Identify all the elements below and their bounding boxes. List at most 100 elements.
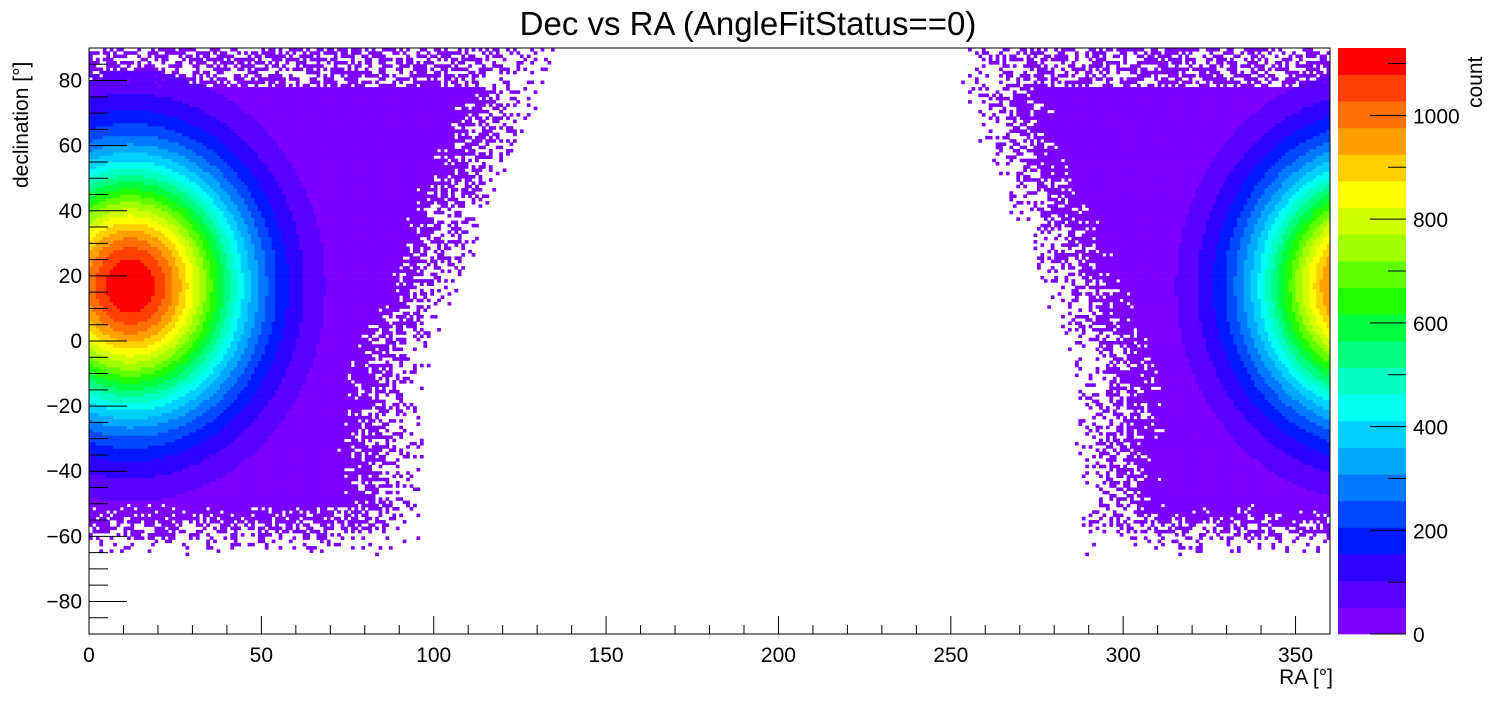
heatmap-cell — [92, 458, 97, 462]
heatmap-cell — [1171, 497, 1176, 501]
heatmap-cell — [1181, 451, 1186, 456]
heatmap-cell — [120, 458, 124, 462]
heatmap-cell — [1212, 507, 1217, 511]
heatmap-cell — [1140, 490, 1145, 495]
heatmap-cell — [195, 422, 200, 426]
heatmap-cell — [1150, 438, 1155, 443]
heatmap-cell — [1236, 494, 1241, 498]
heatmap-cell — [89, 477, 93, 482]
heatmap-cell — [1226, 458, 1231, 462]
heatmap-cell — [1264, 432, 1269, 436]
heatmap-cell — [1161, 441, 1165, 446]
heatmap-cell — [337, 533, 341, 537]
heatmap-cell — [89, 523, 93, 527]
heatmap-cell — [1195, 507, 1200, 511]
heatmap-cell — [106, 529, 110, 534]
heatmap-cell — [261, 419, 266, 423]
heatmap-cell — [175, 451, 179, 456]
heatmap-cell — [385, 503, 390, 508]
heatmap-cell — [1257, 500, 1262, 505]
heatmap-cell — [1323, 471, 1327, 475]
heatmap-cell — [1205, 500, 1210, 505]
heatmap-cell — [1192, 464, 1196, 469]
heatmap-cell — [1243, 523, 1248, 527]
heatmap-cell — [1199, 513, 1203, 518]
heatmap-cell — [330, 510, 335, 514]
heatmap-cell — [1167, 484, 1172, 488]
heatmap-cell — [230, 428, 235, 433]
heatmap-cell — [1288, 464, 1293, 469]
heatmap-cell — [185, 490, 190, 495]
heatmap-cell — [213, 520, 217, 524]
heatmap-cell — [1161, 425, 1165, 430]
heatmap-cell — [1233, 445, 1238, 449]
heatmap-cell — [316, 441, 321, 446]
heatmap-cell — [147, 464, 152, 469]
heatmap-cell — [133, 464, 138, 469]
heatmap-cell — [106, 467, 110, 472]
heatmap-cell — [388, 500, 393, 505]
heatmap-cell — [1195, 451, 1200, 456]
heatmap-cell — [271, 480, 276, 485]
heatmap-cell — [130, 520, 135, 524]
heatmap-cell — [233, 445, 238, 449]
heatmap-cell — [264, 464, 269, 469]
heatmap-cell — [202, 448, 207, 452]
heatmap-cell — [340, 432, 345, 436]
heatmap-cell — [1233, 500, 1238, 505]
heatmap-cell — [1230, 467, 1234, 472]
heatmap-cell — [1326, 467, 1331, 472]
heatmap-cell — [1323, 520, 1327, 524]
heatmap-cell — [216, 549, 221, 553]
heatmap-cell — [1143, 451, 1148, 456]
heatmap-cell — [113, 432, 117, 436]
heatmap-cell — [271, 454, 276, 459]
heatmap-cell — [1195, 513, 1200, 518]
heatmap-cell — [1298, 526, 1303, 531]
heatmap-cell — [1305, 432, 1310, 436]
heatmap-cell — [1223, 484, 1227, 488]
heatmap-cell — [1199, 441, 1203, 446]
heatmap-cell — [1319, 438, 1324, 443]
heatmap-cell — [99, 438, 104, 443]
heatmap-cell — [1085, 471, 1089, 475]
heatmap-cell — [106, 503, 110, 508]
heatmap-cell — [399, 451, 403, 456]
heatmap-cell — [275, 529, 279, 534]
heatmap-cell — [1312, 425, 1317, 430]
heatmap-cell — [1243, 533, 1248, 537]
heatmap-cell — [316, 438, 321, 443]
heatmap-cell — [157, 474, 162, 479]
heatmap-cell — [1267, 474, 1272, 479]
heatmap-cell — [185, 464, 190, 469]
heatmap-cell — [275, 507, 279, 511]
heatmap-cell — [151, 428, 155, 433]
heatmap-cell — [237, 425, 241, 430]
heatmap-cell — [154, 464, 159, 469]
heatmap-cell — [244, 484, 248, 488]
heatmap-cell — [1174, 464, 1179, 469]
heatmap-cell — [1302, 484, 1307, 488]
heatmap-cell — [175, 494, 179, 498]
heatmap-cell — [168, 513, 173, 518]
heatmap-cell — [126, 441, 131, 446]
heatmap-cell — [1212, 451, 1217, 456]
heatmap-cell — [326, 425, 331, 430]
heatmap-cell — [133, 484, 138, 488]
heatmap-cell — [295, 445, 300, 449]
heatmap-cell — [116, 490, 121, 495]
heatmap-cell — [99, 542, 104, 547]
heatmap-cell — [316, 513, 321, 518]
heatmap-cell — [230, 497, 235, 501]
heatmap-cell — [1323, 451, 1327, 456]
heatmap-cell — [89, 422, 93, 426]
heatmap-cell — [1285, 520, 1289, 524]
heatmap-cell — [344, 435, 348, 439]
heatmap-cell — [333, 419, 338, 423]
heatmap-cell — [113, 477, 117, 482]
heatmap-cell — [385, 435, 390, 439]
heatmap-cell — [385, 471, 390, 475]
heatmap-cell — [126, 451, 131, 456]
heatmap-cell — [268, 497, 273, 501]
heatmap-cell — [275, 484, 279, 488]
